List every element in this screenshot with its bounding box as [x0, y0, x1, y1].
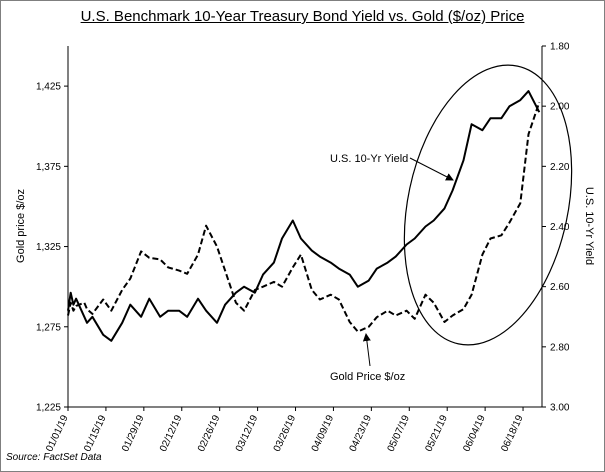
x-tick-label: 02/12/19	[158, 413, 185, 453]
gold-annotation-arrow	[362, 333, 371, 367]
left-tick-label: 1,275	[36, 322, 61, 333]
left-tick-label: 1,375	[36, 162, 61, 173]
y-axis-label-right: U.S. 10-Yr Yield	[583, 187, 595, 265]
x-tick-label: 06/04/19	[461, 413, 488, 453]
y-axis-label-left: Gold price $/oz	[15, 189, 27, 263]
right-tick-label: 2.40	[550, 222, 570, 233]
x-tick-label: 03/12/19	[234, 413, 261, 453]
x-tick-label: 01/15/19	[82, 413, 109, 453]
treasury-yield-line	[67, 90, 541, 342]
gold-price-line	[67, 101, 541, 333]
chart-axes	[67, 46, 543, 408]
yield-annotation-arrow	[409, 157, 454, 181]
x-tick-label: 01/29/19	[120, 413, 147, 453]
x-tick-label: 02/26/19	[196, 413, 223, 453]
chart-title: U.S. Benchmark 10-Year Treasury Bond Yie…	[80, 8, 525, 25]
x-tick-label: 05/07/19	[386, 413, 413, 453]
right-tick-label: 2.20	[550, 162, 570, 173]
x-tick-label: 04/09/19	[310, 413, 337, 453]
right-tick-label: 1.80	[550, 42, 570, 53]
series-lines	[67, 90, 541, 342]
yield-annotation-label: U.S. 10-Yr Yield	[330, 153, 408, 165]
left-tick-label: 1,425	[36, 82, 61, 93]
gold-annotation-label: Gold Price $/oz	[330, 371, 405, 383]
left-axis-ticks: 1,225 1,275 1,325 1,375 1,425	[36, 82, 68, 414]
right-tick-label: 3.00	[550, 403, 570, 414]
x-tick-label: 03/26/19	[272, 413, 299, 453]
right-tick-label: 2.80	[550, 342, 570, 353]
annotations: U.S. 10-Yr Yield Gold Price $/oz	[330, 64, 573, 383]
right-axis-ticks: 1.802.002.202.402.602.803.00	[542, 42, 570, 414]
source-note: Source: FactSet Data	[6, 452, 102, 463]
left-tick-label: 1,225	[36, 403, 61, 414]
left-tick-label: 1,325	[36, 242, 61, 253]
x-tick-label: 04/23/19	[348, 413, 375, 453]
right-tick-label: 2.60	[550, 282, 570, 293]
highlight-ellipse	[403, 64, 573, 346]
x-tick-label: 06/18/19	[499, 413, 526, 453]
x-tick-label: 01/01/19	[44, 413, 71, 453]
x-tick-label: 05/21/19	[423, 413, 450, 453]
x-axis-ticks: 01/01/19 01/15/19 01/29/19 02/12/19 02/26/19…	[44, 407, 526, 454]
